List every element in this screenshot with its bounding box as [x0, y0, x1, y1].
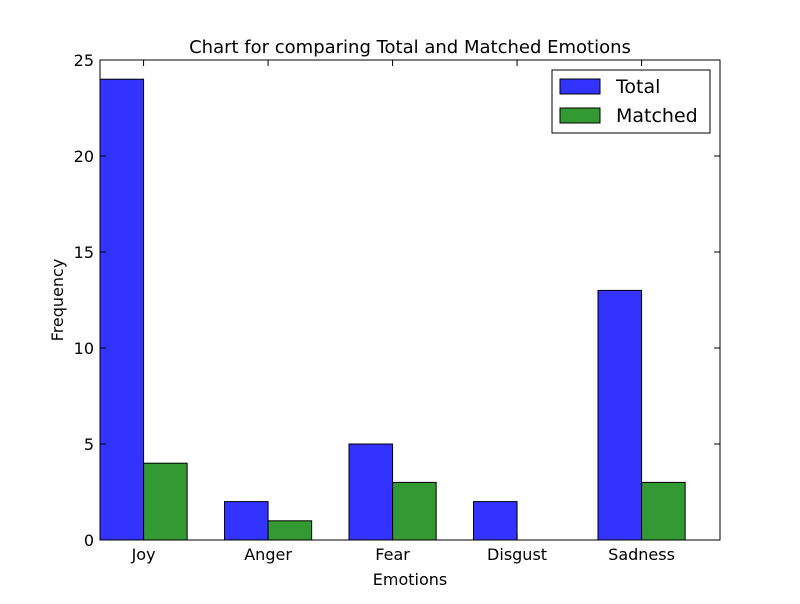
bar-matched-fear — [392, 481, 437, 541]
x-tick-label-disgust: Disgust — [487, 545, 547, 564]
x-tick-label-sadness: Sadness — [608, 545, 675, 564]
y-tick-label: 15 — [74, 243, 94, 262]
y-tick-label: 0 — [84, 531, 94, 550]
bar-total-disgust — [472, 501, 518, 541]
bar-total-sadness — [597, 289, 643, 541]
x-tick-label-joy: Joy — [131, 545, 156, 564]
legend-label-matched: Matched — [616, 105, 698, 127]
bar-total-anger — [223, 501, 269, 541]
bar-total-fear — [348, 443, 394, 541]
legend-swatch-matched — [559, 107, 601, 124]
bar-matched-sadness — [641, 481, 686, 541]
bar-matched-anger — [267, 520, 313, 541]
legend: Total Matched — [551, 69, 711, 134]
y-tick-label: 5 — [84, 435, 94, 454]
y-tick-label: 10 — [74, 339, 94, 358]
x-tick-label-fear: Fear — [375, 545, 410, 564]
y-tick-label: 25 — [74, 51, 94, 70]
axes-layer: 0 5 10 15 20 25 Joy Anger Fear Disgust Sadness — [74, 51, 721, 564]
bars-layer — [99, 78, 686, 541]
x-axis-label: Emotions — [373, 570, 447, 589]
y-tick-label: 20 — [74, 147, 94, 166]
bar-matched-joy — [143, 462, 188, 541]
chart-title: Chart for comparing Total and Matched Em… — [189, 37, 631, 58]
y-axis-label: Frequency — [48, 259, 67, 342]
bar-total-joy — [99, 78, 145, 541]
legend-label-total: Total — [615, 76, 660, 98]
plot-frame — [99, 59, 721, 541]
x-tick-label-anger: Anger — [244, 545, 292, 564]
legend-swatch-total — [559, 78, 601, 95]
